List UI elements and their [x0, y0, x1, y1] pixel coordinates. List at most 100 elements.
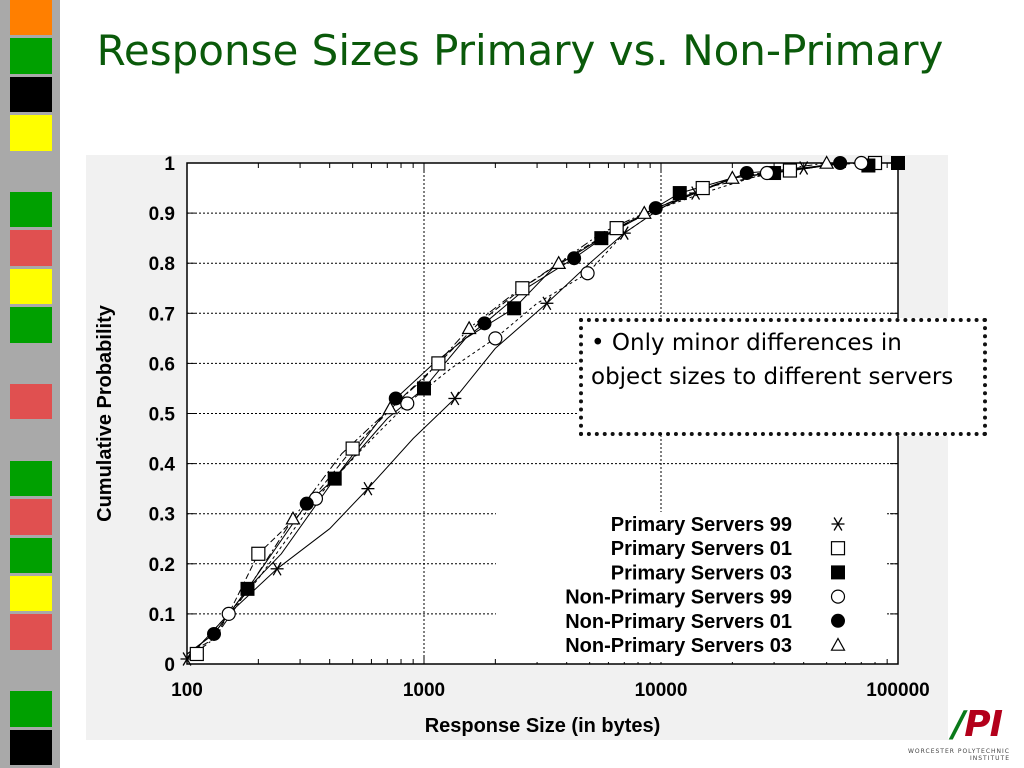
side-strip-block: [10, 729, 52, 765]
callout-box: • Only minor differences in object sizes…: [579, 318, 987, 436]
legend-marker: [830, 589, 846, 604]
side-strip-block: [10, 230, 52, 266]
data-point: [695, 180, 710, 196]
wpi-logo-slash: /: [952, 704, 965, 745]
marker-stroke: [450, 391, 460, 406]
y-tick-label: 0.5: [149, 405, 176, 426]
y-tick-label: 0: [164, 655, 175, 676]
data-point: [382, 400, 398, 415]
side-strip-block: [10, 0, 52, 36]
x-tick-label: 10000: [635, 680, 688, 701]
x-tick-label: 100000: [866, 680, 929, 701]
side-strip-block: [10, 384, 52, 420]
legend-marker: [830, 637, 846, 651]
wpi-logo-caption: WORCESTER POLYTECHNIC INSTITUTE: [907, 748, 1010, 762]
y-tick-label: 0.6: [149, 354, 175, 375]
y-axis-label: Cumulative Probability: [94, 304, 116, 522]
legend-label: Non-Primary Servers 99: [565, 587, 792, 609]
side-strip-block: [10, 576, 52, 612]
marker-stroke: [619, 226, 629, 240]
data-point: [285, 510, 301, 525]
wpi-logo-mark: /PI: [952, 704, 1003, 745]
y-tick-label: 0.8: [149, 254, 175, 275]
legend-label: Primary Servers 99: [611, 514, 792, 536]
data-point: [461, 320, 477, 335]
legend-marker: [831, 613, 845, 628]
side-strip: [0, 0, 60, 768]
series-line: [186, 162, 898, 660]
marker-stroke: [799, 161, 809, 175]
legend-label: Non-Primary Servers 03: [565, 635, 792, 657]
data-point: [759, 165, 775, 181]
data-point: [488, 331, 503, 346]
x-tick-label: 100: [171, 680, 203, 701]
side-strip-block: [10, 614, 52, 650]
data-point: [345, 441, 360, 456]
side-strip-block: [10, 499, 52, 535]
side-strip-block: [10, 422, 52, 458]
side-strip-block: [10, 268, 52, 305]
marker-stroke: [833, 517, 843, 531]
data-point: [724, 170, 740, 184]
side-strip-blocks: [10, 0, 52, 768]
data-point: [299, 496, 314, 511]
marker-stroke: [542, 296, 552, 311]
y-tick-label: 1: [164, 155, 175, 175]
data-point: [819, 155, 835, 169]
legend-marker: [830, 541, 846, 556]
marker-stroke: [182, 652, 192, 666]
legend-label: Non-Primary Servers 01: [565, 611, 792, 633]
legend-background: [496, 512, 886, 662]
data-point: [431, 356, 446, 371]
y-tick-label: 0.3: [149, 505, 175, 526]
side-strip-block: [10, 153, 52, 189]
data-point: [833, 156, 848, 170]
series-markers: [207, 156, 848, 641]
data-point: [672, 186, 687, 201]
series-markers: [285, 155, 835, 525]
data-point: [477, 316, 492, 331]
side-strip-block: [10, 38, 52, 74]
chart-area: 0 0.1 0.2 0.3 0.4 0.5 0.6 0.7 0.8 0.9 1 100 1000 1000…: [86, 155, 948, 740]
series-markers: [221, 155, 869, 621]
data-point: [388, 391, 403, 406]
legend-marker: [831, 517, 845, 531]
data-point: [594, 231, 609, 246]
legend-label: Primary Servers 01: [611, 538, 792, 560]
data-point: [782, 163, 798, 178]
data-point: [251, 546, 266, 561]
y-tick-label: 0.1: [149, 605, 176, 626]
series-markers: [240, 156, 905, 596]
data-point: [507, 301, 522, 316]
data-point: [739, 166, 754, 181]
side-strip-block: [10, 691, 52, 727]
data-point: [221, 606, 236, 621]
data-point: [636, 205, 652, 219]
data-point: [361, 481, 375, 496]
side-strip-block: [10, 115, 52, 151]
y-tick-label: 0.7: [149, 304, 175, 325]
y-tick-label: 0.2: [149, 555, 175, 576]
legend-marker: [831, 565, 845, 580]
side-strip-block: [10, 76, 52, 113]
data-point: [648, 201, 663, 216]
cdf-chart: 0 0.1 0.2 0.3 0.4 0.5 0.6 0.7 0.8 0.9 1 100 1000 1000…: [94, 155, 930, 737]
data-point: [400, 396, 415, 411]
data-point: [207, 626, 222, 641]
side-strip-block: [10, 345, 52, 381]
data-point: [540, 296, 554, 311]
data-point: [327, 471, 342, 486]
x-tick-label: 1000: [403, 680, 445, 701]
wpi-logo-letters: PI: [964, 704, 1003, 745]
data-point: [567, 251, 582, 266]
data-point: [189, 646, 204, 662]
legend-label: Primary Servers 03: [611, 562, 792, 584]
data-point: [515, 281, 530, 296]
x-axis-label: Response Size (in bytes): [425, 715, 661, 737]
marker-stroke: [272, 561, 282, 576]
data-point: [609, 221, 624, 236]
marker-stroke: [363, 481, 373, 496]
data-point: [797, 161, 811, 175]
data-point: [240, 581, 255, 596]
